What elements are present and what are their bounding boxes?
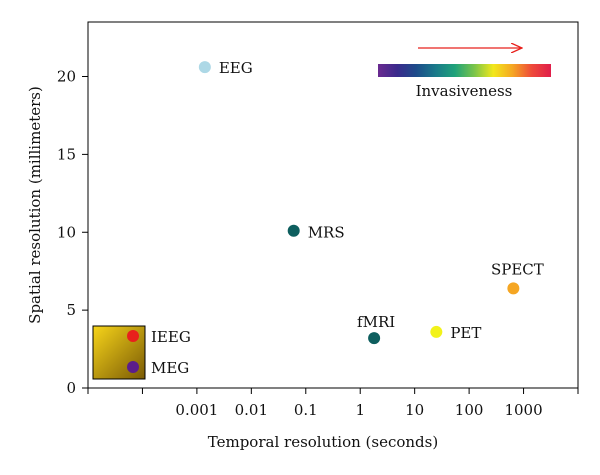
y-axis-ticks: 0 5 10 15 20 xyxy=(57,68,88,397)
x-tick-label: 0.001 xyxy=(175,401,218,419)
point-label-mrs: MRS xyxy=(308,224,345,242)
x-axis-title: Temporal resolution (seconds) xyxy=(208,433,438,451)
invasiveness-gradient-bar xyxy=(378,64,551,77)
y-axis-title: Spatial resolution (millimeters) xyxy=(26,86,44,324)
invasiveness-title: Invasiveness xyxy=(416,82,513,100)
legend-label-ieeg: IEEG xyxy=(151,328,191,346)
point-label-fmri: fMRI xyxy=(357,313,395,331)
x-tick-label: 100 xyxy=(455,401,484,419)
invasiveness-colorbar: Invasiveness xyxy=(378,48,551,100)
inset-legend: IEEG MEG xyxy=(92,325,191,380)
point-spect xyxy=(507,282,520,295)
point-eeg xyxy=(198,61,211,74)
x-tick-label: 0.1 xyxy=(294,401,318,419)
y-tick-label: 5 xyxy=(66,301,76,319)
point-fmri xyxy=(368,332,381,345)
y-tick-label: 20 xyxy=(57,68,76,86)
data-points: EEG MRS fMRI PET SPECT xyxy=(198,59,544,345)
x-tick-label: 0.01 xyxy=(235,401,268,419)
x-axis-ticks: 0.001 0.01 0.1 1 10 100 1000 xyxy=(87,388,579,419)
point-mrs xyxy=(287,224,300,237)
legend-label-meg: MEG xyxy=(151,359,189,377)
y-tick-label: 0 xyxy=(66,379,76,397)
point-label-eeg: EEG xyxy=(219,59,253,77)
point-label-pet: PET xyxy=(450,324,481,342)
x-tick-label: 1000 xyxy=(504,401,542,419)
plot-frame xyxy=(87,21,579,389)
x-tick-label: 10 xyxy=(405,401,424,419)
y-tick-label: 15 xyxy=(57,145,76,163)
point-label-spect: SPECT xyxy=(491,260,544,278)
legend-marker-ieeg xyxy=(127,330,139,342)
y-tick-label: 10 xyxy=(57,223,76,241)
x-tick-label: 1 xyxy=(355,401,365,419)
legend-marker-meg xyxy=(127,361,139,373)
point-pet xyxy=(430,325,443,338)
